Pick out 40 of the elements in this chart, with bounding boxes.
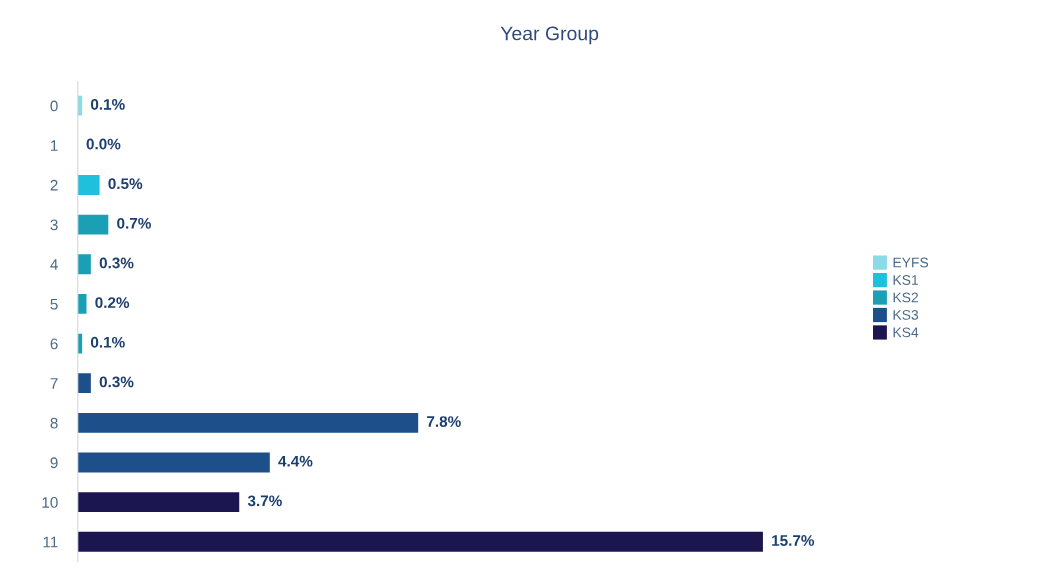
y-tick-label: 9 — [50, 457, 58, 469]
y-tick-label: 8 — [50, 417, 58, 429]
legend-label: KS3 — [893, 309, 919, 320]
bar — [77, 452, 270, 473]
data-label: 0.1% — [90, 336, 125, 348]
data-label: 0.1% — [90, 98, 125, 110]
y-tick-label: 3 — [50, 219, 58, 231]
y-tick-label: 5 — [50, 298, 58, 310]
y-tick-label: 2 — [50, 179, 58, 191]
bar — [77, 531, 763, 552]
chart-title: Year Group — [500, 26, 599, 45]
data-label: 0.5% — [108, 178, 143, 190]
y-tick-label: 10 — [42, 497, 58, 508]
legend-label: KS4 — [893, 327, 919, 338]
data-label: 0.2% — [95, 297, 130, 309]
y-tick-label: 1 — [51, 140, 58, 151]
y-tick-label: 6 — [50, 338, 58, 350]
bar — [77, 412, 419, 433]
legend-label: KS1 — [893, 275, 919, 285]
data-label: 4.4% — [278, 455, 313, 467]
legend-label: KS2 — [893, 292, 918, 303]
data-label: 0.7% — [117, 217, 151, 229]
bar — [77, 373, 91, 394]
legend-label: EYFS — [893, 257, 929, 268]
data-label: 15.7% — [772, 535, 815, 546]
bar — [77, 175, 100, 195]
y-tick-label: 11 — [43, 536, 58, 548]
data-label: 7.8% — [427, 416, 461, 427]
bar — [77, 254, 91, 275]
bar — [77, 95, 83, 116]
y-tick-label: 0 — [50, 100, 58, 112]
bar — [77, 294, 87, 314]
data-label: 3.7% — [247, 495, 282, 507]
data-label: 0.3% — [99, 257, 134, 269]
y-tick-label: 7 — [50, 378, 58, 389]
y-tick-label: 4 — [50, 259, 58, 270]
bar — [77, 492, 240, 513]
data-label: 0.3% — [99, 376, 134, 388]
bar — [77, 214, 109, 235]
data-label: 0.0% — [86, 138, 121, 150]
